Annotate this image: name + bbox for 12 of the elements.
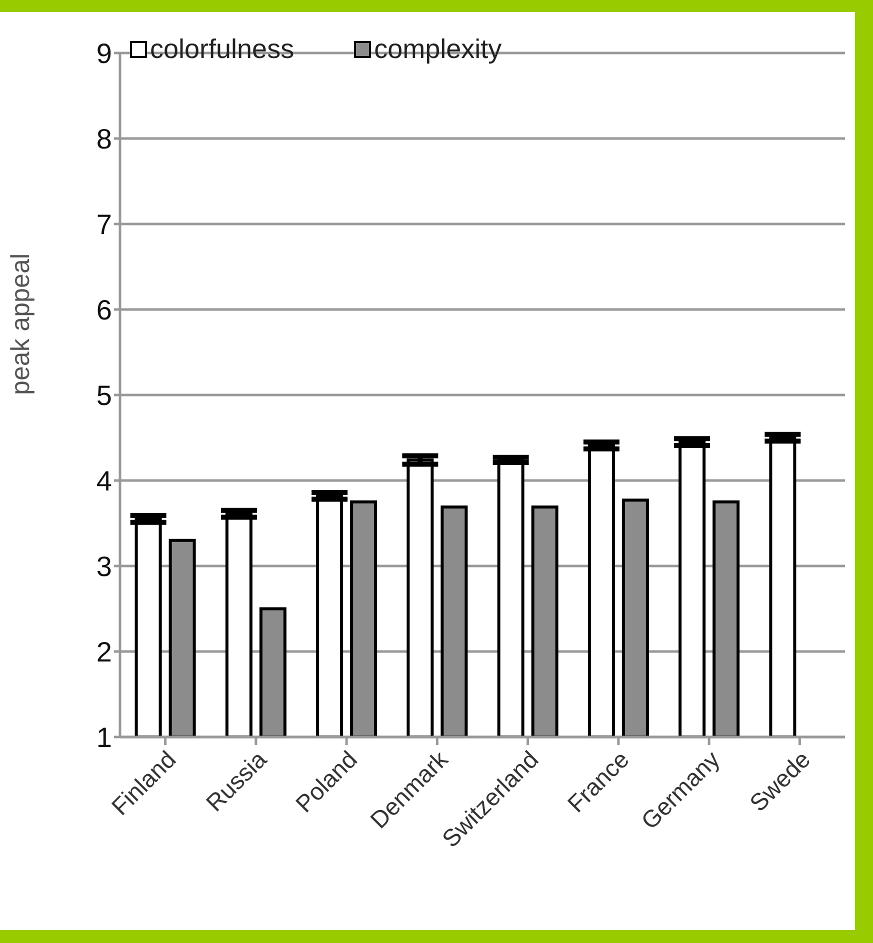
y-tick-label: 1 <box>96 722 112 753</box>
y-axis-title: peak appeal <box>5 253 36 395</box>
y-tick-label: 2 <box>96 636 112 668</box>
y-tick-label: 7 <box>96 208 112 240</box>
legend-label: colorfulness <box>149 34 294 65</box>
y-tick-label: 8 <box>96 123 112 154</box>
y-tick-label: 9 <box>96 38 112 69</box>
y-tick-label: 6 <box>96 294 112 326</box>
legend-label: complexity <box>373 34 502 65</box>
y-tick-label: 4 <box>96 465 112 496</box>
y-tick-label: 5 <box>96 380 112 411</box>
y-tick-label: 3 <box>96 550 112 582</box>
